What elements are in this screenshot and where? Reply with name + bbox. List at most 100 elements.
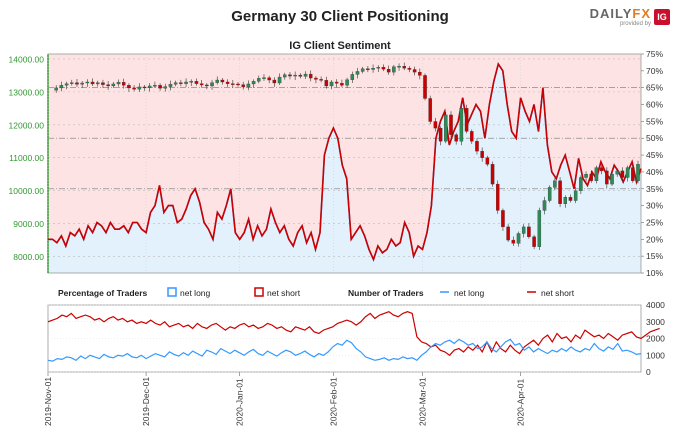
candle-body: [283, 74, 287, 78]
candle-body: [397, 66, 401, 68]
candle-body: [101, 82, 105, 85]
candle-body: [96, 82, 100, 85]
candle-body: [516, 233, 521, 244]
count-tick-label: 1000: [646, 350, 665, 360]
pct-tick-label: 10%: [646, 268, 663, 278]
candle-body: [85, 81, 90, 84]
legend-pct-long-label: net long: [180, 288, 211, 298]
candle-body: [168, 84, 173, 87]
candle-body: [589, 174, 593, 181]
legend-percentage-title: Percentage of Traders: [58, 288, 148, 298]
candle-body: [350, 74, 355, 80]
candle-body: [454, 134, 458, 142]
price-tick-label: 10000.00: [9, 186, 45, 196]
candle-body: [532, 236, 536, 247]
candle-body: [605, 170, 609, 185]
candle-body: [495, 183, 500, 211]
pct-tick-label: 15%: [646, 251, 663, 261]
candle-body: [231, 83, 235, 85]
candle-body: [225, 81, 230, 84]
candle-body: [173, 82, 178, 85]
count-tick-label: 0: [646, 367, 651, 377]
dailyfx-logo: DAILYFX provided by IG: [590, 6, 670, 28]
candle-body: [75, 82, 79, 85]
candle-body: [542, 200, 547, 211]
count-tick-label: 4000: [646, 300, 665, 310]
candle-body: [433, 121, 438, 129]
candle-body: [371, 68, 375, 70]
candle-body: [360, 68, 365, 72]
logo-word-b: FX: [632, 6, 651, 21]
candle-body: [308, 73, 313, 79]
price-tick-label: 9000.00: [13, 219, 44, 229]
candle-body: [319, 79, 323, 81]
candle-body: [485, 157, 490, 165]
candle-body: [558, 180, 562, 204]
candle-body: [298, 74, 303, 77]
candle-body: [547, 187, 552, 201]
candle-body: [553, 180, 557, 188]
candle-body: [568, 197, 573, 201]
candle-body: [407, 68, 412, 70]
candle-body: [314, 77, 318, 80]
candle-body: [506, 226, 510, 241]
sentiment-subtitle: IG Client Sentiment: [289, 40, 391, 52]
pct-tick-label: 75%: [646, 49, 663, 59]
count-tick-label: 2000: [646, 334, 665, 344]
candle-body: [636, 164, 640, 181]
count-tick-label: 3000: [646, 317, 665, 327]
legend-num-long-label: net long: [454, 288, 485, 298]
candle-body: [137, 86, 142, 90]
candle-body: [288, 74, 292, 77]
price-tick-label: 11000.00: [9, 153, 44, 163]
candle-body: [132, 87, 136, 90]
candle-body: [345, 79, 349, 86]
legend-number-title: Number of Traders: [348, 288, 424, 298]
candle-body: [205, 84, 209, 87]
candle-body: [386, 68, 391, 73]
candle-body: [464, 108, 469, 132]
candle-body: [438, 127, 443, 142]
candle-body: [210, 82, 214, 87]
candle-body: [449, 114, 453, 135]
candle-body: [527, 226, 531, 237]
candle-body: [599, 167, 604, 172]
pct-tick-label: 20%: [646, 234, 663, 244]
candle-body: [194, 81, 199, 84]
candle-body: [184, 81, 188, 84]
candle-body: [340, 83, 344, 86]
pct-tick-label: 45%: [646, 150, 663, 160]
candle-body: [251, 81, 256, 85]
pct-tick-label: 30%: [646, 201, 663, 211]
candle-body: [257, 78, 261, 82]
pct-tick-label: 65%: [646, 83, 663, 93]
candle-body: [459, 108, 464, 142]
price-tick-label: 13000.00: [9, 87, 45, 97]
candle-body: [428, 98, 432, 122]
candle-body: [158, 85, 162, 89]
candle-body: [355, 71, 360, 75]
pct-tick-label: 40%: [646, 167, 663, 177]
candle-body: [376, 67, 381, 69]
candle-body: [267, 77, 271, 81]
candle-body: [537, 210, 542, 247]
candle-body: [153, 85, 157, 87]
date-tick-label: 2019-Dec-01: [141, 377, 151, 426]
candle-body: [121, 82, 126, 86]
candle-body: [220, 79, 225, 83]
candle-body: [142, 86, 147, 89]
candle-body: [501, 210, 505, 228]
candle-body: [423, 75, 427, 99]
candle-body: [59, 85, 64, 89]
pct-tick-label: 55%: [646, 116, 663, 126]
candle-body: [163, 86, 168, 89]
candle-body: [381, 67, 386, 70]
net-short-area: [48, 54, 641, 260]
date-tick-label: 2020-Jan-01: [235, 378, 245, 426]
candle-body: [54, 87, 58, 91]
candle-body: [392, 66, 396, 73]
candle-body: [610, 174, 614, 185]
pct-tick-label: 35%: [646, 184, 663, 194]
candle-body: [215, 79, 219, 83]
